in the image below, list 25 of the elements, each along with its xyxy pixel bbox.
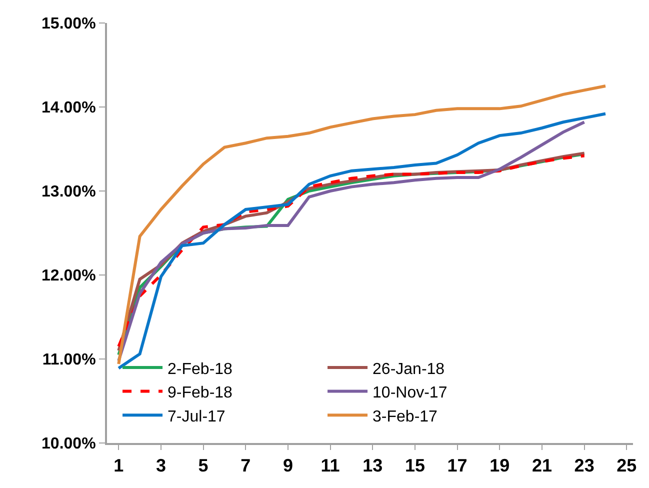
y-tick-label: 10.00% [42, 436, 96, 453]
x-tick-label: 19 [490, 456, 510, 476]
x-tick-label: 21 [532, 456, 552, 476]
legend-label: 7-Jul-17 [168, 408, 226, 426]
legend-label: 26-Jan-18 [372, 360, 445, 378]
x-tick-label: 7 [240, 456, 251, 476]
y-tick-label: 12.00% [42, 268, 96, 285]
x-tick-label: 9 [282, 456, 293, 476]
x-tick-label: 17 [447, 456, 468, 476]
legend-label: 2-Feb-18 [168, 360, 233, 378]
y-tick-label: 15.00% [42, 16, 96, 33]
x-tick-label: 5 [198, 456, 208, 476]
legend-label: 9-Feb-18 [168, 384, 233, 402]
x-tick-label: 13 [362, 456, 383, 476]
y-tick-label: 13.00% [42, 184, 96, 201]
x-tick-label: 25 [616, 456, 637, 476]
legend-label: 10-Nov-17 [372, 384, 448, 402]
x-tick-label: 3 [156, 456, 166, 476]
x-tick-label: 23 [574, 456, 594, 476]
y-tick-label: 11.00% [42, 352, 96, 369]
legend-label: 3-Feb-17 [372, 408, 438, 426]
y-tick-label: 14.00% [42, 100, 96, 117]
x-tick-label: 15 [404, 456, 425, 476]
x-tick-label: 1 [114, 456, 124, 476]
x-tick-label: 11 [320, 456, 340, 476]
